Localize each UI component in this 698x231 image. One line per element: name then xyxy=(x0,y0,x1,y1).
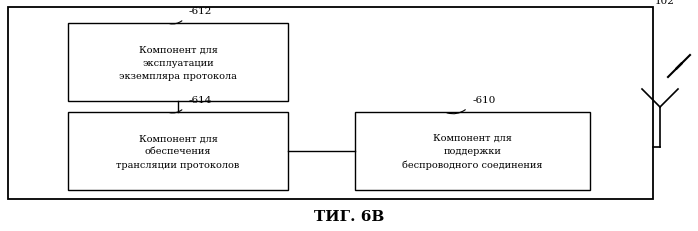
Text: Компонент для
эксплуатации
экземпляра протокола: Компонент для эксплуатации экземпляра пр… xyxy=(119,45,237,80)
Text: -610: -610 xyxy=(473,96,496,105)
Text: Компонент для
поддержки
беспроводного соединения: Компонент для поддержки беспроводного со… xyxy=(402,133,543,169)
Text: -614: -614 xyxy=(189,96,212,105)
Text: 102: 102 xyxy=(655,0,675,6)
Bar xyxy=(68,24,288,102)
Bar xyxy=(355,112,590,190)
Text: ΤИГ. 6В: ΤИГ. 6В xyxy=(314,209,384,223)
Text: -612: -612 xyxy=(189,7,212,16)
Text: Компонент для
обеспечения
трансляции протоколов: Компонент для обеспечения трансляции про… xyxy=(117,134,239,169)
Bar xyxy=(8,8,653,199)
Bar xyxy=(68,112,288,190)
